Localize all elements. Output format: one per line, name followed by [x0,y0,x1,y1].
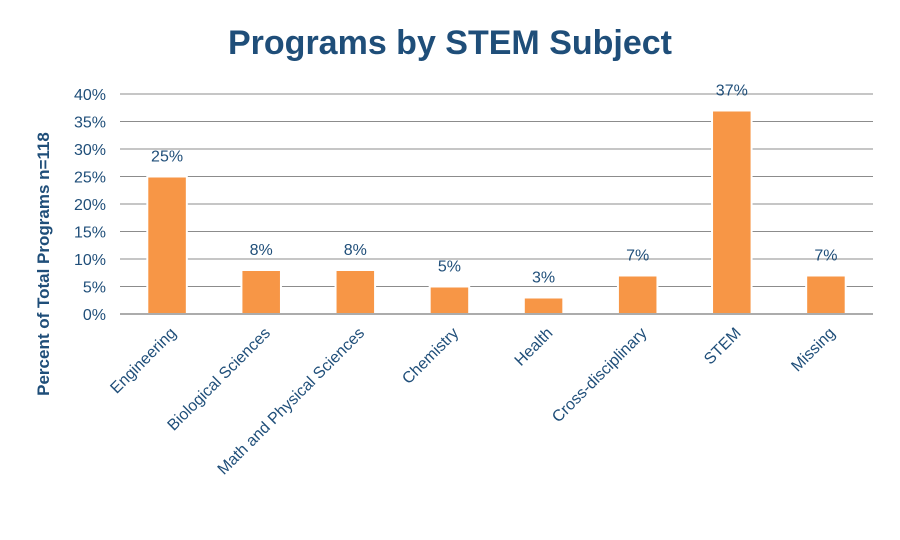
data-label: 7% [814,248,837,265]
y-tick-label: 25% [74,170,106,187]
y-tick-labels: 0% 5% 10% 15% 20% 25% 30% 35% 40% [74,87,106,324]
bars [146,109,847,315]
bar [240,269,282,315]
data-label: 37% [716,83,748,100]
data-label: 8% [250,242,273,259]
y-axis-label: Percent of Total Programs n=118 [34,132,53,396]
data-label: 25% [151,149,183,166]
data-label: 3% [532,270,555,287]
y-tick-label: 5% [83,280,106,297]
bar [428,285,471,315]
gridlines [120,93,873,287]
bar [334,269,377,315]
y-tick-label: 15% [74,225,106,242]
category-label: Health [512,325,557,370]
bar [711,109,753,315]
category-label: Biological Sciences [165,325,275,435]
data-labels: 25% 8% 8% 5% 3% 7% 37% 7% [151,83,837,287]
y-tick-label: 30% [74,142,106,159]
bar [522,296,565,315]
bar [616,274,659,315]
y-tick-label: 0% [83,307,106,324]
category-label: Engineering [107,325,179,397]
y-tick-label: 35% [74,115,106,132]
bar [146,175,188,315]
y-tick-label: 40% [74,87,106,104]
data-label: 8% [344,242,367,259]
category-label: Missing [788,325,838,375]
category-label: STEM [701,325,744,368]
y-tick-label: 10% [74,252,106,269]
category-label: Cross-disciplinary [549,325,650,426]
data-label: 5% [438,259,461,276]
y-tick-label: 20% [74,197,106,214]
chart-title: Programs by STEM Subject [228,24,672,62]
data-label: 7% [626,248,649,265]
bar [805,274,847,315]
category-label: Chemistry [399,325,462,388]
